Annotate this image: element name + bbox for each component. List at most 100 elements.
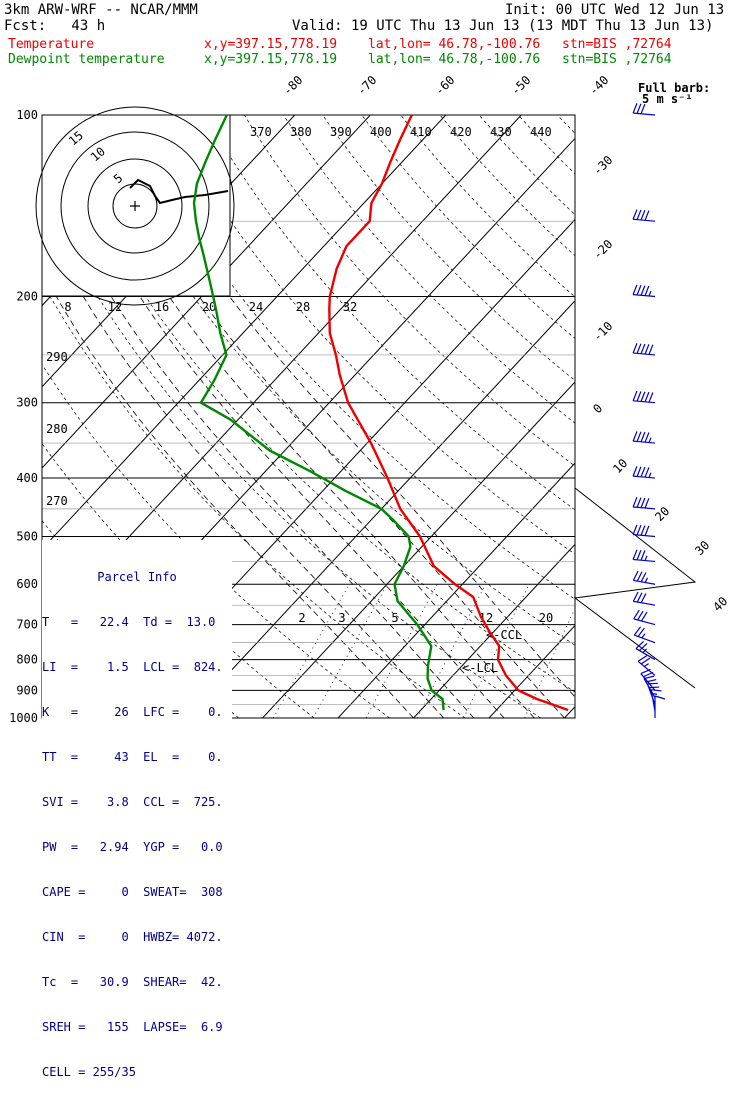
pressure-tick-label: 500	[16, 529, 38, 543]
barb-flag	[633, 343, 637, 353]
parcel-row: K = 26 LFC = 0.	[42, 705, 232, 720]
parcel-row: CELL = 255/35	[42, 1065, 232, 1080]
wind-barb	[633, 497, 655, 509]
parcel-info-panel: Parcel Info T = 22.4 Td = 13.0 LI = 1.5 …	[42, 540, 232, 1095]
barb-shaft	[633, 507, 655, 509]
theta-side-label: 280	[46, 422, 68, 436]
dry-adiabat	[557, 115, 740, 718]
barb-shaft	[633, 560, 655, 562]
wind-barb	[633, 571, 655, 584]
wind-speed-label: 8	[64, 300, 71, 314]
isotherm	[326, 115, 740, 731]
wind-barb	[655, 696, 665, 718]
barb-flag	[637, 285, 641, 295]
wind-speed-label: 28	[296, 300, 310, 314]
pressure-tick-label: 300	[16, 396, 38, 410]
barb-key-units: 5 m s⁻¹	[642, 92, 693, 106]
isotherm-label: 20	[652, 504, 672, 524]
parcel-row: CIN = 0 HWBZ= 4072.	[42, 930, 232, 945]
dry-adiabat	[401, 115, 740, 718]
barb-flag	[649, 392, 653, 402]
theta-label: 430	[490, 125, 512, 139]
barb-flag	[633, 210, 637, 220]
barb-flag	[633, 431, 637, 441]
wind-barb	[634, 610, 655, 625]
barb-shaft	[633, 219, 655, 221]
pressure-tick-label: 600	[16, 577, 38, 591]
pressure-tick-label: 1000	[9, 711, 38, 725]
barb-shaft	[633, 295, 655, 297]
barb-flag	[641, 210, 645, 220]
barb-flag	[645, 498, 649, 508]
barb-shaft	[633, 476, 655, 478]
barb-flag	[645, 467, 649, 477]
parcel-row: SVI = 3.8 CCL = 725.	[42, 795, 232, 810]
theta-label: 420	[450, 125, 472, 139]
barb-half-flag	[649, 473, 651, 478]
barb-flag	[649, 687, 659, 688]
parcel-row: LI = 1.5 LCL = 824.	[42, 660, 232, 675]
wind-barb	[633, 343, 655, 355]
theta-label: 390	[330, 125, 352, 139]
barb-flag	[633, 550, 637, 560]
barb-flag	[645, 344, 649, 354]
barb-flag	[644, 676, 654, 678]
dry-adiabat	[323, 115, 740, 718]
isotherm-label: -40	[586, 73, 611, 98]
barb-flag	[645, 433, 649, 443]
parcel-info-title: Parcel Info	[42, 570, 232, 585]
barb-shaft	[633, 113, 655, 115]
pressure-tick-label: 100	[16, 108, 38, 122]
wind-speed-label: 32	[343, 300, 357, 314]
barb-flag	[645, 286, 649, 296]
dry-adiabat	[518, 115, 740, 718]
theta-label: 370	[250, 125, 272, 139]
dry-adiabat	[205, 115, 740, 718]
pressure-tick-label: 700	[16, 618, 38, 632]
barb-flag	[633, 103, 637, 113]
barb-flag	[655, 696, 665, 699]
barb-flag	[637, 391, 641, 401]
wind-barb	[633, 592, 655, 605]
barb-flag	[645, 392, 649, 402]
isotherm-label: -10	[590, 319, 615, 344]
barb-shaft	[633, 580, 655, 584]
parcel-row: PW = 2.94 YGP = 0.0	[42, 840, 232, 855]
wind-barb	[633, 466, 655, 478]
wind-barb	[633, 391, 655, 403]
barb-flag	[633, 525, 637, 535]
isotherm-label: -20	[590, 237, 615, 262]
dry-adiabat	[166, 115, 740, 718]
barb-flag	[633, 391, 637, 401]
isotherm-label: 40	[710, 594, 730, 614]
pressure-tick-label: 900	[16, 683, 38, 697]
barb-flag	[637, 467, 641, 477]
moist-adiabat	[199, 297, 564, 719]
barb-shaft	[633, 401, 655, 403]
wind-barb	[633, 285, 655, 297]
barb-flag	[649, 345, 653, 355]
barb-flag	[637, 104, 641, 114]
lcl-annotation: <-LCL	[462, 661, 498, 675]
theta-label: 380	[290, 125, 312, 139]
barb-half-flag	[649, 438, 651, 443]
barb-flag	[637, 550, 641, 560]
isotherm-label: -30	[590, 153, 615, 178]
isotherm	[704, 115, 740, 731]
moist-adiabat	[230, 297, 595, 719]
parcel-row: Tc = 30.9 SHEAR= 42.	[42, 975, 232, 990]
barb-flag	[637, 432, 641, 442]
barb-half-flag	[645, 556, 647, 561]
mixing-ratio-label: 5	[391, 611, 398, 625]
barb-flag	[645, 211, 649, 221]
temperature-line	[329, 115, 568, 710]
barb-flag	[641, 432, 645, 442]
barb-half-flag	[644, 664, 648, 667]
pressure-tick-label: 800	[16, 653, 38, 667]
sounding-series	[194, 115, 568, 710]
wind-barb	[633, 431, 655, 443]
barb-flag	[651, 690, 661, 691]
parcel-row: TT = 43 EL = 0.	[42, 750, 232, 765]
barb-shaft	[634, 635, 655, 643]
